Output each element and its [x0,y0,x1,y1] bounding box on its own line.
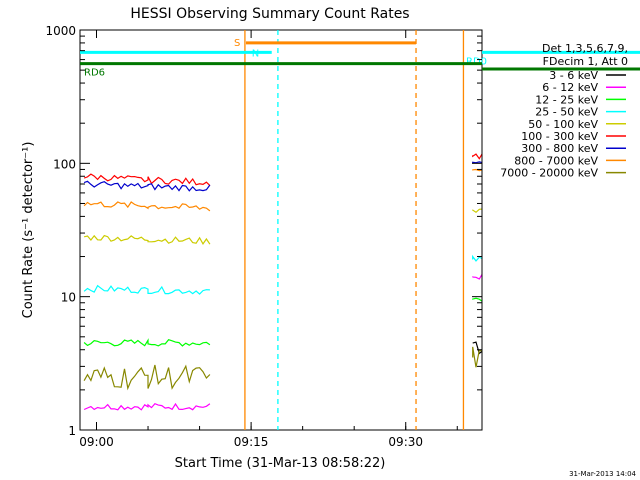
legend-label-0: 3 - 6 keV [549,69,598,82]
x-axis: 09:00 09:15 09:30 [79,30,458,449]
legend-header-1: Det 1,3,5,6,7,9, [542,42,628,55]
y-tick-label-3: 1000 [45,24,76,38]
x-tick-label-1: 09:15 [234,435,269,449]
legend-header-2: FDecim 1, Att 0 [543,55,628,68]
x-tick-label-2: 09:30 [388,435,423,449]
flag-label-2: RD0 [466,56,487,67]
flag-label-1: N [252,48,259,59]
series-line-1 [83,273,482,411]
y-axis-label: Count Rate (s⁻¹ detector⁻¹) [21,142,36,319]
legend-label-6: 300 - 800 keV [521,142,598,155]
vertical-markers [244,30,465,430]
flag-bars: S N RD0 RD6 [80,38,640,79]
legend-label-8: 7000 - 20000 keV [500,167,598,180]
legend-label-4: 50 - 100 keV [528,118,598,131]
x-tick-label-0: 09:00 [79,435,114,449]
series-line-6 [83,161,482,192]
series-line-2 [83,297,482,347]
flag-label-0: S [234,38,240,49]
footer-timestamp: 31-Mar-2013 14:04 [569,470,636,478]
series-line-8 [83,346,482,391]
legend: Det 1,3,5,6,7,9, FDecim 1, Att 0 3 - 6 k… [500,42,628,180]
series-line-7 [83,168,482,212]
y-tick-label-2: 100 [53,157,76,171]
x-axis-label: Start Time (31-Mar-13 08:58:22) [175,456,386,471]
series-line-5 [83,152,482,187]
flag-label-3: RD6 [84,68,105,79]
legend-label-3: 25 - 50 keV [535,106,598,119]
y-axis: 1 10 100 1000 [45,24,482,438]
series-line-0 [472,341,482,355]
y-tick-label-0: 1 [68,424,76,438]
chart-title: HESSI Observing Summary Count Rates [130,6,409,22]
plot-frame [79,29,483,431]
series-line-4 [83,208,482,246]
legend-label-7: 800 - 7000 keV [514,154,598,167]
series-line-3 [83,254,482,295]
plot-area [83,152,482,411]
legend-label-5: 100 - 300 keV [521,130,598,143]
legend-label-1: 6 - 12 keV [542,81,598,94]
legend-label-2: 12 - 25 keV [535,93,598,106]
y-tick-label-1: 10 [61,291,76,305]
